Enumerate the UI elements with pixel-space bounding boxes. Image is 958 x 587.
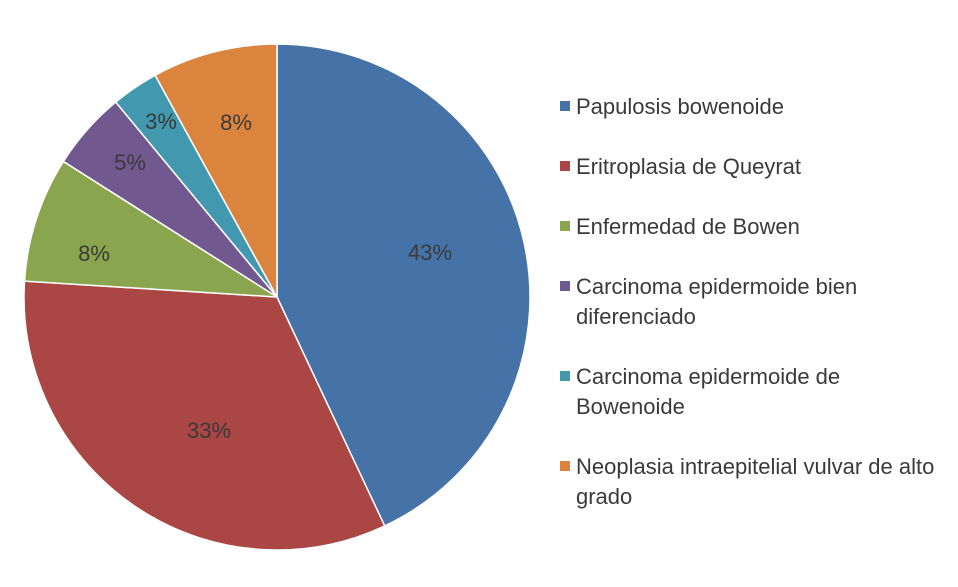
pie-slice	[23, 280, 386, 551]
legend-swatch	[560, 371, 570, 381]
pie-slice	[23, 160, 278, 298]
legend-item-papulosis: Papulosis bowenoide	[560, 92, 950, 122]
legend-swatch	[560, 281, 570, 291]
slice-percent-label: 5%	[114, 150, 146, 175]
slice-percent-label: 33%	[187, 418, 231, 443]
legend-swatch	[560, 461, 570, 471]
legend-item-eritroplasia: Eritroplasia de Queyrat	[560, 152, 950, 182]
legend-item-carcinoma-bowenoide: Carcinoma epidermoide de Bowenoide	[560, 362, 950, 422]
legend-label: Enfermedad de Bowen	[576, 214, 800, 239]
legend-label: Carcinoma epidermoide bien diferenciado	[576, 274, 858, 329]
legend-item-bowen: Enfermedad de Bowen	[560, 212, 950, 242]
slice-percent-label: 8%	[220, 110, 252, 135]
slice-percent-label: 8%	[78, 241, 110, 266]
legend-label: Carcinoma epidermoide de Bowenoide	[576, 364, 841, 419]
legend-item-neoplasia: Neoplasia intraepitelial vulvar de alto …	[560, 452, 950, 512]
pie-slice	[276, 43, 531, 527]
legend-label: Eritroplasia de Queyrat	[576, 154, 801, 179]
slice-percent-label: 3%	[145, 109, 177, 134]
legend-swatch	[560, 161, 570, 171]
legend: Papulosis bowenoide Eritroplasia de Quey…	[560, 92, 950, 542]
pie-slices	[23, 43, 531, 551]
legend-swatch	[560, 221, 570, 231]
slice-percent-label: 43%	[408, 240, 452, 265]
pie-chart: 43% 33% 8% 5% 3% 8%	[23, 43, 531, 551]
pie-data-labels: 43% 33% 8% 5% 3% 8%	[78, 109, 452, 443]
legend-item-carcinoma-bien: Carcinoma epidermoide bien diferenciado	[560, 272, 950, 332]
pie-slice	[154, 43, 278, 298]
legend-label: Neoplasia intraepitelial vulvar de alto …	[576, 454, 935, 509]
legend-label: Papulosis bowenoide	[576, 94, 784, 119]
legend-swatch	[560, 101, 570, 111]
